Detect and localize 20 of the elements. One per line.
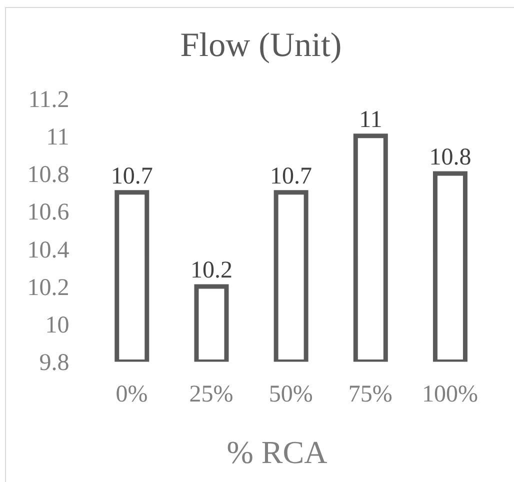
y-tick-label: 11 — [46, 124, 70, 150]
x-tick-label: 50% — [268, 382, 313, 408]
data-label: 10.7 — [110, 163, 153, 190]
x-tick-label: 0% — [116, 382, 148, 408]
x-tick-label: 25% — [189, 382, 234, 408]
data-label: 10.8 — [429, 144, 472, 171]
x-tick-label: 75% — [348, 382, 392, 408]
y-tick-label: 10.8 — [27, 162, 70, 188]
y-tick-label: 10.6 — [27, 200, 70, 226]
data-label: 10.2 — [190, 257, 232, 284]
y-tick-label: 10.2 — [27, 274, 70, 301]
y-tick-label: 11.2 — [28, 86, 70, 113]
x-axis-title: % RCA — [226, 434, 328, 470]
y-tick-label: 10.4 — [27, 237, 70, 264]
data-label: 11 — [359, 106, 382, 133]
x-tick-label: 100% — [422, 382, 478, 408]
data-label: 10.7 — [270, 163, 312, 190]
chart-title: Flow (Unit) — [179, 27, 343, 65]
y-tick-label: 10 — [45, 312, 70, 339]
y-tick-label: 9.8 — [39, 350, 70, 376]
